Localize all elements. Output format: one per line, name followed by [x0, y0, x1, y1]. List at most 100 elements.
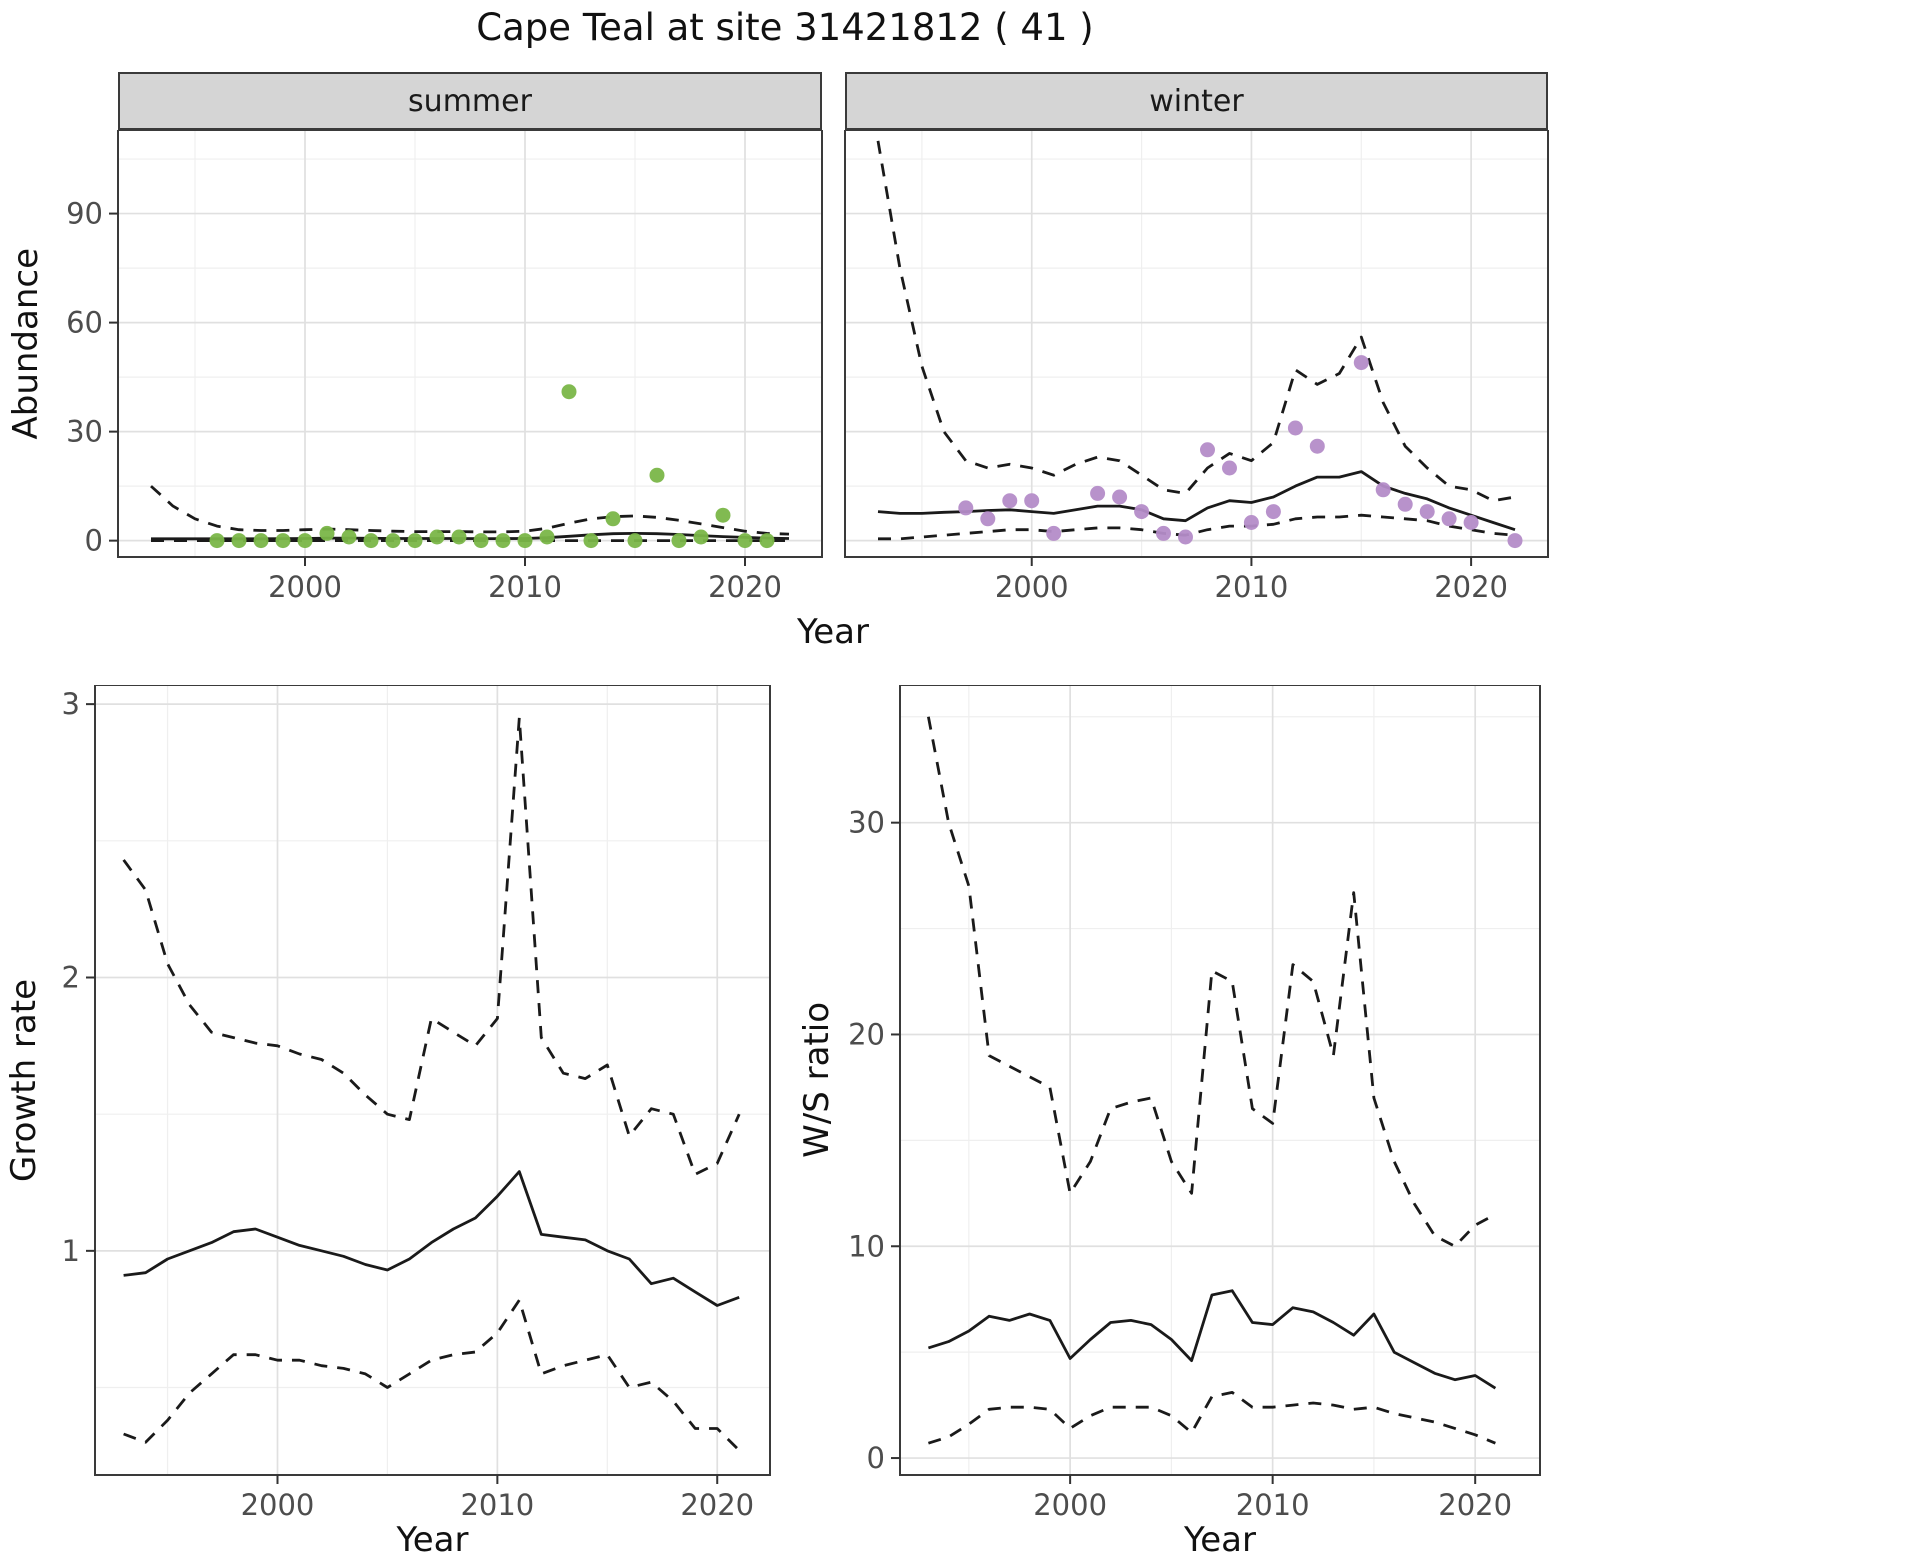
summer-abundance-chart: 2000 2010 2020 0 30 60 90 [66, 130, 823, 604]
y-axis-title-ws-ratio-text: W/S ratio [797, 1002, 837, 1158]
panel-background [118, 130, 822, 557]
data-point [1200, 442, 1215, 458]
data-point [583, 533, 599, 549]
growth-rate-chart: 2000 2010 2020 1 2 3 [62, 685, 771, 1522]
x-tick-label: 2000 [268, 570, 342, 604]
panel-background [845, 130, 1548, 557]
axes: 2000 2010 2020 0 10 20 30 [848, 806, 1512, 1522]
line-fit [123, 1170, 740, 1307]
gridlines [845, 130, 1548, 557]
data-point [1024, 493, 1040, 509]
data-point [1002, 493, 1018, 509]
data-point [1090, 485, 1106, 501]
data-point [451, 529, 467, 545]
panel-border [94, 685, 771, 1476]
y-tick-label: 60 [66, 306, 103, 340]
data-point [319, 525, 335, 541]
data-point [209, 533, 225, 549]
axes: 2000 2010 2020 1 2 3 [62, 687, 755, 1522]
line-lower_ci [878, 513, 1516, 541]
data-point [231, 533, 247, 549]
data-point [1353, 355, 1369, 371]
data-point [980, 511, 996, 527]
data-point [1507, 533, 1523, 549]
data-point [737, 533, 753, 549]
x-tick-label: 2000 [995, 570, 1069, 604]
data-point [1243, 515, 1259, 530]
data-point [1419, 504, 1435, 520]
facet-label-summer: summer [408, 83, 532, 119]
series [927, 716, 1497, 1445]
line-lower_ci [927, 1391, 1496, 1445]
x-tick-label: 2020 [1434, 570, 1508, 604]
data-point [1134, 504, 1150, 520]
y-axis-title-abundance: Abundance [4, 130, 48, 557]
y-tick-label: 0 [867, 1441, 885, 1475]
data-point [1112, 489, 1128, 505]
y-tick-label: 30 [848, 806, 885, 840]
data-point [429, 529, 445, 545]
data-point [539, 529, 555, 545]
series [150, 384, 790, 549]
y-tick-label: 2 [62, 960, 80, 994]
data-point [759, 533, 775, 549]
panel-background [95, 685, 770, 1475]
y-tick-label: 90 [66, 197, 103, 231]
data-point [341, 529, 357, 545]
y-tick-label: 10 [848, 1229, 885, 1263]
x-axis-title-growth-rate: Year [396, 1520, 469, 1560]
data-point [1375, 482, 1391, 498]
line-lower_ci [123, 1298, 741, 1452]
data-point [1178, 529, 1193, 545]
x-tick-label: 2010 [1236, 1488, 1310, 1522]
line-upper_ci [876, 140, 1516, 503]
gridlines [95, 685, 770, 1475]
panel-background [900, 685, 1540, 1475]
panel-border [844, 130, 1549, 558]
data-point [385, 533, 401, 549]
line-fit [927, 1289, 1497, 1390]
data-point [561, 384, 577, 400]
x-tick-label: 2010 [460, 1488, 534, 1522]
data-point [693, 529, 709, 545]
x-axis-title-top: Year [797, 612, 869, 652]
y-tick-label: 1 [62, 1234, 80, 1268]
data-point [495, 533, 511, 549]
data-point [1222, 460, 1237, 476]
data-point [1441, 511, 1457, 527]
line-upper_ci [122, 716, 741, 1176]
data-point [473, 533, 489, 549]
chart-title: Cape Teal at site 31421812 ( 41 ) [476, 6, 1094, 49]
data-point [275, 533, 291, 549]
data-point [1046, 525, 1062, 541]
data-point [1309, 438, 1325, 454]
panel-border [899, 685, 1541, 1476]
winter-abundance-chart: 2000 2010 2020 [844, 130, 1549, 604]
data-point [1287, 420, 1303, 436]
facet-strip-summer: summer [118, 72, 822, 130]
facet-strip-winter: winter [845, 72, 1548, 130]
series [876, 140, 1523, 549]
data-point [1463, 515, 1479, 530]
panel-border [117, 130, 823, 558]
data-point [1265, 504, 1281, 520]
data-point [1156, 525, 1171, 541]
x-tick-label: 2010 [1215, 570, 1289, 604]
data-point [958, 500, 974, 516]
y-tick-label: 20 [848, 1017, 885, 1051]
x-axis-title-ws-ratio: Year [1184, 1520, 1256, 1560]
line-fit [877, 470, 1516, 532]
data-point [363, 533, 379, 549]
ws-ratio-chart: 2000 2010 2020 0 10 20 30 [848, 685, 1541, 1522]
facet-label-winter: winter [1149, 83, 1244, 119]
x-tick-label: 2020 [680, 1488, 754, 1522]
y-axis-title-abundance-text: Abundance [6, 247, 46, 440]
data-point [715, 507, 731, 523]
line-upper_ci [150, 485, 790, 536]
axes: 2000 2010 2020 [995, 557, 1508, 604]
y-tick-label: 30 [66, 415, 103, 449]
data-point [671, 533, 687, 549]
data-point [517, 533, 533, 549]
data-point [297, 533, 313, 549]
gridlines [900, 685, 1540, 1475]
